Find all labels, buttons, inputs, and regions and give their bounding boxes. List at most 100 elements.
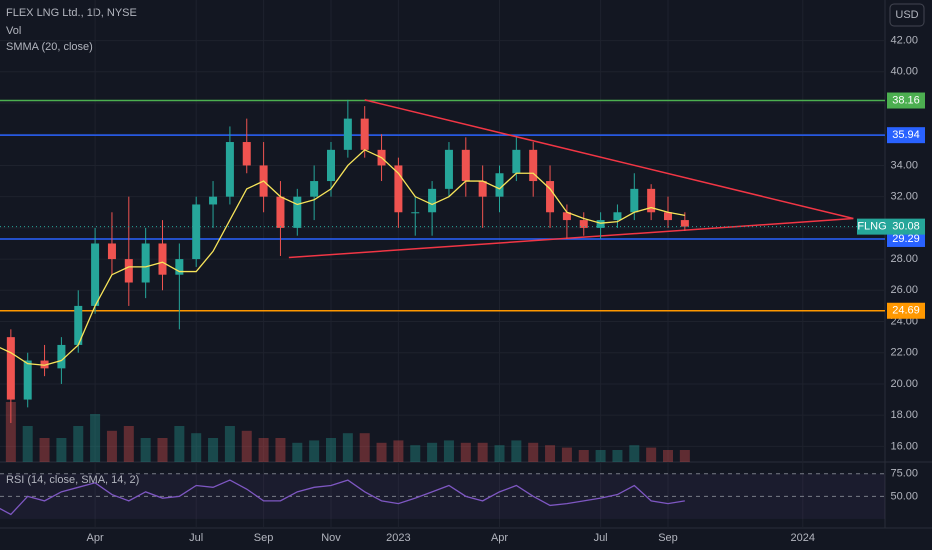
candle-body <box>158 243 167 275</box>
volume-bar <box>679 450 690 462</box>
rsi-line <box>0 479 685 516</box>
candle-body <box>310 181 319 197</box>
x-tick-label: Apr <box>87 532 104 544</box>
trend-line <box>288 217 854 259</box>
indicator-label: SMMA (20, close) <box>6 41 93 53</box>
currency-button[interactable] <box>889 3 925 27</box>
volume-bar <box>191 433 202 462</box>
x-tick-label: Jul <box>189 532 203 544</box>
volume-bar <box>174 426 185 462</box>
candle-body <box>461 149 470 182</box>
volume-bar <box>393 440 404 462</box>
price-label: 30.08 <box>892 221 920 233</box>
candle-body <box>562 212 571 221</box>
y-tick-label: 16.00 <box>890 440 918 452</box>
candle-body <box>360 118 369 150</box>
x-tick-label: 2023 <box>386 532 410 544</box>
candle-body <box>327 149 335 182</box>
volume-bar <box>511 440 522 462</box>
candle-body <box>276 196 285 228</box>
candle-body <box>428 188 437 213</box>
volume-bar <box>258 438 269 462</box>
level-label: 38.16 <box>892 94 920 106</box>
x-tick-label: Sep <box>254 532 274 544</box>
volume-bar <box>646 447 657 462</box>
y-tick-label: 20.00 <box>890 378 918 390</box>
level-tag <box>887 92 925 109</box>
candle-body <box>107 243 116 260</box>
x-tick-label: 2024 <box>791 532 815 544</box>
smma-line <box>0 149 685 366</box>
symbol-label: FLNG <box>857 221 886 233</box>
rsi-title: RSI (14, close, SMA, 14, 2) <box>6 474 139 486</box>
rsi-tick-label: 50.00 <box>890 490 918 502</box>
candle-body <box>444 149 453 189</box>
level-tag <box>887 127 925 144</box>
volume-bar <box>443 440 454 462</box>
candle-body <box>192 204 201 260</box>
y-tick-label: 28.00 <box>890 253 918 265</box>
y-tick-label: 26.00 <box>890 284 918 296</box>
symbol-tag <box>857 218 887 235</box>
volume-bar <box>477 442 488 462</box>
indicator-label: Vol <box>6 25 21 37</box>
candle-body <box>680 220 689 227</box>
y-tick-label: 18.00 <box>890 409 918 421</box>
currency[interactable]: USD <box>895 9 918 21</box>
candle-body <box>512 149 521 174</box>
y-tick-label: 32.00 <box>890 191 918 203</box>
candle-body <box>209 196 218 205</box>
volume-bar <box>224 426 235 462</box>
volume-bar <box>612 450 623 462</box>
price-tag <box>887 218 925 235</box>
y-tick-label: 22.00 <box>890 347 918 359</box>
candle-body <box>647 188 656 213</box>
volume-bar <box>629 445 640 462</box>
candle-body <box>411 212 420 214</box>
volume-bar <box>561 447 572 462</box>
level-label: 24.69 <box>892 305 920 317</box>
volume-bar <box>73 426 84 462</box>
candle-body <box>495 173 504 197</box>
volume-bar <box>241 430 252 462</box>
candle-body <box>596 220 605 228</box>
volume-bar <box>106 430 117 462</box>
candle-body <box>630 188 639 213</box>
trend-line <box>364 99 854 220</box>
volume-bar <box>595 450 606 462</box>
volume-bar <box>292 442 303 462</box>
candle-body <box>394 165 403 213</box>
volume-bar <box>494 445 505 462</box>
candle-body <box>6 337 15 400</box>
volume-bar <box>309 440 320 462</box>
chart-title: FLEX LNG Ltd., 1D, NYSE <box>6 7 137 19</box>
volume-bar <box>208 438 219 462</box>
candle-body <box>664 212 672 221</box>
candle-body <box>242 142 251 166</box>
volume-bar <box>140 438 151 462</box>
y-tick-label: 42.00 <box>890 34 918 46</box>
volume-bar <box>326 438 336 462</box>
volume-bar <box>545 445 556 462</box>
candle-body <box>40 360 49 369</box>
candle-body <box>546 181 555 213</box>
candle-body <box>23 360 32 400</box>
candle-body <box>57 344 66 369</box>
volume-bar <box>460 442 471 462</box>
rsi-tick-label: 75.00 <box>890 468 918 480</box>
level-tag <box>887 302 925 319</box>
candle-body <box>91 243 100 306</box>
volume-bar <box>157 438 168 462</box>
volume-bar <box>528 442 539 462</box>
candle-body <box>478 181 487 197</box>
volume-bar <box>663 450 673 462</box>
volume-bar <box>427 442 438 462</box>
x-tick-label: Jul <box>594 532 608 544</box>
volume-bar <box>359 433 370 462</box>
volume-bar <box>342 433 353 462</box>
x-tick-label: Sep <box>658 532 678 544</box>
candle-body <box>579 220 588 228</box>
volume-bar <box>5 402 16 462</box>
